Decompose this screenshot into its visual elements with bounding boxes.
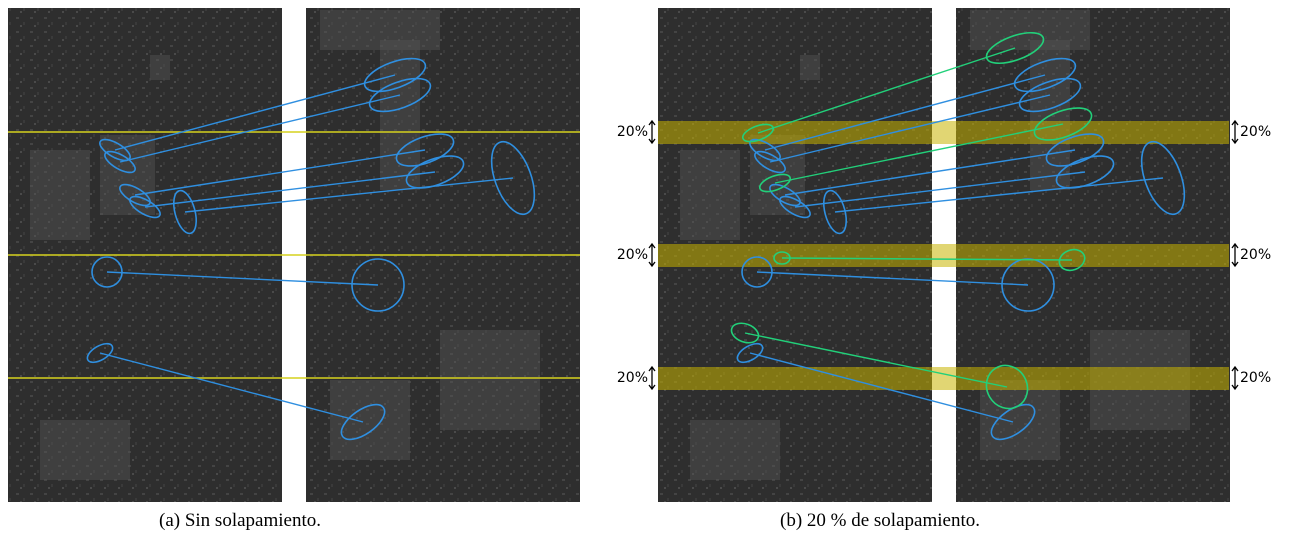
overlap-label: 20% [617,370,648,386]
figure: (a) Sin solapamiento. (b) 20 % de solapa… [0,0,1291,538]
structure [320,10,440,50]
structure [440,330,540,430]
caption: (a) Sin solapamiento. [159,510,321,531]
structure [380,40,420,190]
structure [970,10,1090,50]
double-arrow [649,121,655,143]
structure [40,420,130,480]
structure [680,150,740,240]
structure [150,55,170,80]
structure [690,420,780,480]
overlap-band [658,367,1229,390]
double-arrow [649,244,655,266]
overlap-label: 20% [617,247,648,263]
structure [330,380,410,460]
structure [30,150,90,240]
structure [800,55,820,80]
overlap-label: 20% [1240,370,1271,386]
structure [980,380,1060,460]
overlap-label: 20% [1240,124,1271,140]
caption: (b) 20 % de solapamiento. [780,510,980,531]
overlap-label: 20% [617,124,648,140]
double-arrow [1232,244,1238,266]
double-arrow [1232,121,1238,143]
overlap-label: 20% [1240,247,1271,263]
double-arrow [1232,367,1238,389]
double-arrow [649,367,655,389]
